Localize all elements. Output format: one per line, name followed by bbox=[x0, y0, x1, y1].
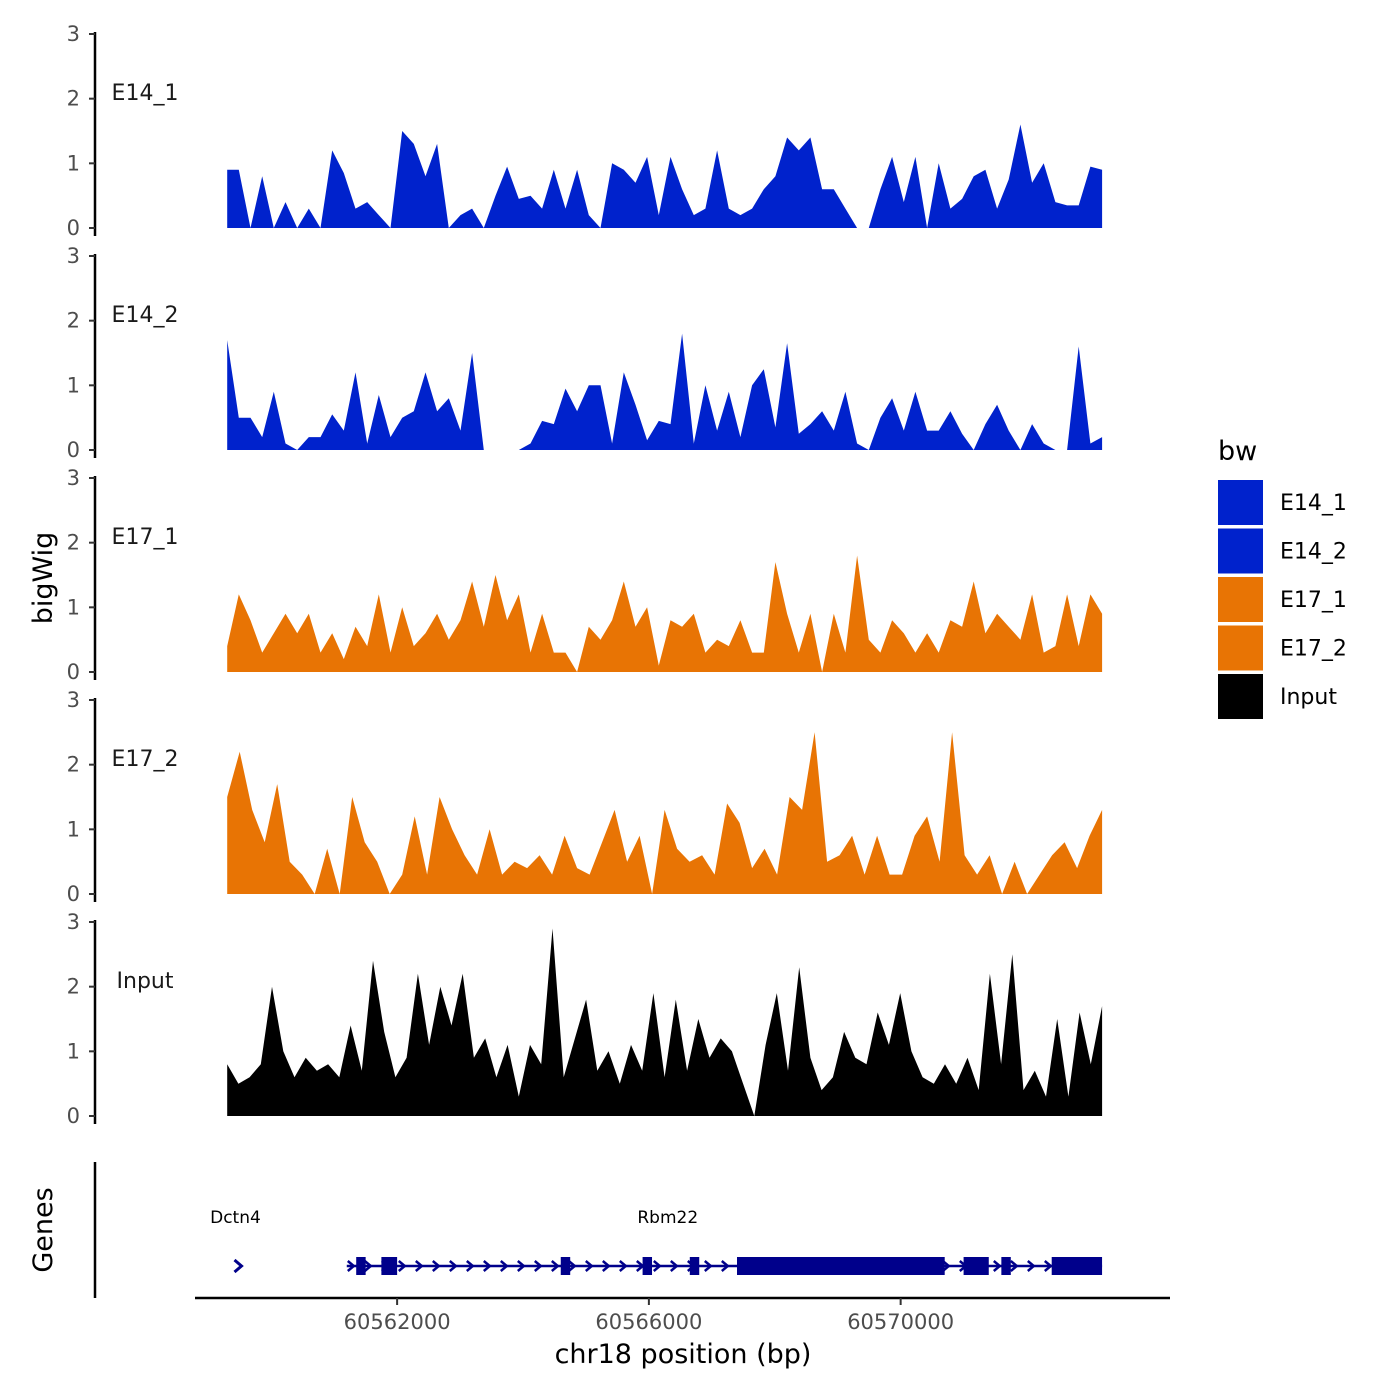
y-tick-label-E17_1-1: 1 bbox=[67, 595, 80, 619]
coverage-area-E17_1 bbox=[227, 555, 1103, 672]
strand-arrow-Rbm22 bbox=[567, 1260, 577, 1272]
legend-key-E14_2 bbox=[1218, 528, 1263, 574]
y-tick-label-E14_2-3: 3 bbox=[67, 244, 80, 268]
exon-5 bbox=[689, 1257, 700, 1275]
strand-arrow-Rbm22 bbox=[346, 1260, 356, 1272]
track-label-E17_1: E17_1 bbox=[112, 525, 179, 550]
track-label-Input: Input bbox=[117, 969, 174, 994]
strand-arrow-Rbm22 bbox=[431, 1260, 441, 1272]
coverage-area-E14_1 bbox=[227, 124, 1103, 228]
y-axis-title: bigWig bbox=[28, 532, 59, 625]
strand-arrow-Rbm22 bbox=[363, 1260, 373, 1272]
y-tick-label-Input-3: 3 bbox=[67, 910, 80, 934]
coverage-area-E14_2 bbox=[227, 333, 1103, 450]
y-tick-label-Input-0: 0 bbox=[67, 1104, 80, 1128]
gene-label-Dctn4: Dctn4 bbox=[210, 1208, 261, 1228]
legend-key-E17_2 bbox=[1218, 625, 1263, 671]
exon-4 bbox=[642, 1257, 653, 1275]
exon-2 bbox=[381, 1257, 398, 1275]
y-tick-label-E14_1-2: 2 bbox=[67, 87, 80, 111]
strand-arrow-Rbm22 bbox=[720, 1260, 730, 1272]
strand-arrow-Rbm22 bbox=[652, 1260, 662, 1272]
strand-arrow-Rbm22 bbox=[1009, 1260, 1019, 1272]
strand-arrow-Rbm22 bbox=[482, 1260, 492, 1272]
strand-arrow-Rbm22 bbox=[601, 1260, 611, 1272]
strand-arrow-Rbm22 bbox=[618, 1260, 628, 1272]
coverage-area-E17_2 bbox=[227, 732, 1103, 894]
y-tick-label-E17_2-3: 3 bbox=[67, 688, 80, 712]
x-tick-label-60562000: 60562000 bbox=[344, 1310, 451, 1334]
track-E14_2: 0 1 2 3 E14_2 bbox=[67, 244, 1103, 462]
gene-features: Dctn4 Rbm22 bbox=[210, 1208, 1103, 1275]
y-tick-label-E14_2-0: 0 bbox=[67, 438, 80, 462]
strand-arrow-Rbm22 bbox=[550, 1260, 560, 1272]
gene-label-Rbm22: Rbm22 bbox=[637, 1208, 698, 1228]
genes-axis-title: Genes bbox=[28, 1187, 59, 1272]
y-tick-label-E14_1-0: 0 bbox=[67, 216, 80, 240]
x-tick-label-60570000: 60570000 bbox=[847, 1310, 954, 1334]
strand-arrow-Dctn4 bbox=[233, 1258, 244, 1274]
exon-6 bbox=[737, 1257, 945, 1275]
y-tick-label-E14_2-1: 1 bbox=[67, 373, 80, 397]
legend-label-E14_2: E14_2 bbox=[1280, 540, 1347, 565]
x-axis: 60562000 60566000 60570000 bbox=[195, 1296, 1170, 1334]
strand-arrow-Rbm22 bbox=[533, 1260, 543, 1272]
y-tick-label-E14_1-3: 3 bbox=[67, 22, 80, 46]
gene-panel: Genes Dctn4 Rbm22 bbox=[28, 1162, 1103, 1298]
y-tick-label-Input-2: 2 bbox=[67, 975, 80, 999]
strand-arrow-Rbm22 bbox=[1043, 1260, 1053, 1272]
strand-arrow-Rbm22 bbox=[397, 1260, 407, 1272]
y-tick-label-Input-1: 1 bbox=[67, 1039, 80, 1063]
y-tick-label-E17_2-1: 1 bbox=[67, 817, 80, 841]
y-tick-label-E14_1-1: 1 bbox=[67, 151, 80, 175]
legend-title: bw bbox=[1218, 436, 1257, 467]
legend-label-E17_1: E17_1 bbox=[1280, 588, 1347, 613]
legend-label-E14_1: E14_1 bbox=[1280, 491, 1347, 516]
exon-9 bbox=[1051, 1257, 1103, 1275]
strand-arrow-Rbm22 bbox=[584, 1260, 594, 1272]
strand-arrow-Rbm22 bbox=[414, 1260, 424, 1272]
y-tick-label-E14_2-2: 2 bbox=[67, 309, 80, 333]
strand-arrow-Rbm22 bbox=[1026, 1260, 1036, 1272]
legend: bw E14_1 E14_2 E17_1 E17_2 Input bbox=[1218, 436, 1347, 719]
legend-label-Input: Input bbox=[1280, 685, 1337, 710]
strand-arrow-Rbm22 bbox=[516, 1260, 526, 1272]
legend-key-Input bbox=[1218, 674, 1263, 719]
x-tick-label-60566000: 60566000 bbox=[595, 1310, 702, 1334]
track-E17_2: 0 1 2 3 E17_2 bbox=[67, 688, 1103, 906]
exon-8 bbox=[1001, 1257, 1011, 1275]
track-label-E14_2: E14_2 bbox=[112, 303, 179, 328]
coverage-tracks: 0 1 2 3 E14_1 0 1 2 3 E14_2 0 1 2 3 E17_1 0 1 2 3 E17_2 0 1 2 3… bbox=[67, 22, 1103, 1128]
strand-arrow-Rbm22 bbox=[992, 1260, 1002, 1272]
track-E14_1: 0 1 2 3 E14_1 bbox=[67, 22, 1103, 240]
track-Input: 0 1 2 3 Input bbox=[67, 910, 1103, 1128]
y-tick-label-E17_1-3: 3 bbox=[67, 466, 80, 490]
strand-arrow-Rbm22 bbox=[499, 1260, 509, 1272]
track-E17_1: 0 1 2 3 E17_1 bbox=[67, 466, 1103, 684]
legend-key-E17_1 bbox=[1218, 577, 1263, 622]
legend-key-E14_1 bbox=[1218, 480, 1263, 525]
track-label-E17_2: E17_2 bbox=[112, 747, 179, 772]
strand-arrow-Rbm22 bbox=[448, 1260, 458, 1272]
strand-arrow-Rbm22 bbox=[703, 1260, 713, 1272]
strand-arrow-Rbm22 bbox=[669, 1260, 679, 1272]
y-tick-label-E17_2-0: 0 bbox=[67, 882, 80, 906]
exon-1 bbox=[356, 1257, 366, 1275]
x-axis-title: chr18 position (bp) bbox=[555, 1339, 812, 1370]
y-tick-label-E17_2-2: 2 bbox=[67, 753, 80, 777]
strand-arrow-Rbm22 bbox=[941, 1260, 951, 1272]
legend-label-E17_2: E17_2 bbox=[1280, 637, 1347, 662]
y-tick-label-E17_1-0: 0 bbox=[67, 660, 80, 684]
exon-3 bbox=[560, 1257, 571, 1275]
track-label-E14_1: E14_1 bbox=[112, 81, 179, 106]
strand-arrow-Rbm22 bbox=[465, 1260, 475, 1272]
coverage-area-Input bbox=[227, 928, 1103, 1116]
exon-7 bbox=[963, 1257, 989, 1275]
y-tick-label-E17_1-2: 2 bbox=[67, 531, 80, 555]
